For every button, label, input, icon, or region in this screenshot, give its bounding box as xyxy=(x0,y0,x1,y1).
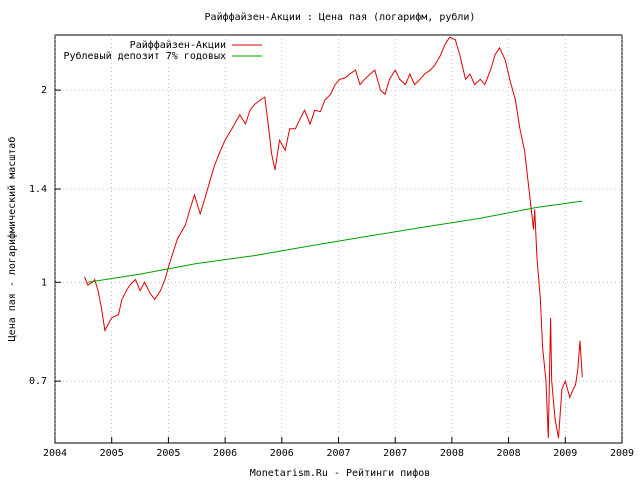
series-line xyxy=(84,36,583,439)
legend-label: Рублевый депозит 7% годовых xyxy=(63,50,226,62)
y-axis-label: Цена пая - логарифмический масштаб xyxy=(6,137,18,342)
x-tick-label: 2008 xyxy=(497,448,521,459)
x-tick-label: 2005 xyxy=(100,448,124,459)
chart-title: Райффайзен-Акции : Цена пая (логарифм, р… xyxy=(205,11,476,23)
y-tick-label: 2 xyxy=(41,85,47,96)
x-tick-label: 2006 xyxy=(213,448,237,459)
x-tick-label: 2009 xyxy=(553,448,577,459)
y-tick-label: 0.7 xyxy=(29,376,47,387)
x-tick-label: 2005 xyxy=(156,448,180,459)
x-tick-label: 2004 xyxy=(43,448,67,459)
x-tick-label: 2008 xyxy=(440,448,464,459)
y-tick-label: 1.4 xyxy=(29,184,47,195)
x-tick-label: 2007 xyxy=(383,448,407,459)
series-line xyxy=(87,200,583,283)
x-axis-label: Monetarism.Ru - Рейтинги пифов xyxy=(250,467,431,479)
x-tick-label: 2007 xyxy=(326,448,350,459)
y-tick-label: 1 xyxy=(41,277,47,288)
legend-label: Райффайзен-Акции xyxy=(130,39,226,51)
x-tick-label: 2009 xyxy=(610,448,634,459)
x-tick-label: 2006 xyxy=(270,448,294,459)
